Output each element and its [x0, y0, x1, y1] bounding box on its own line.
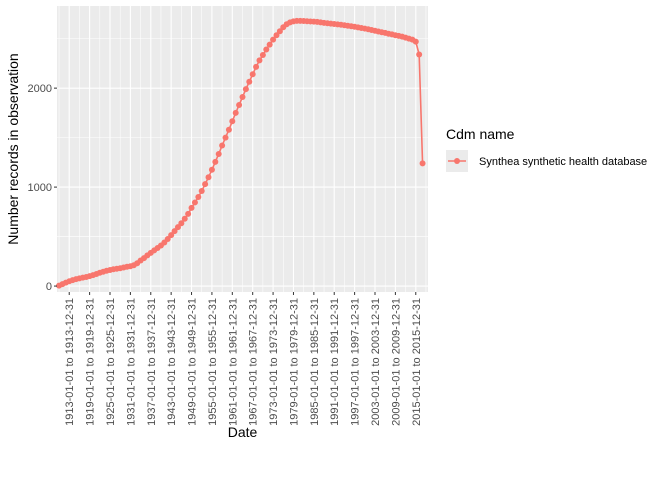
x-axis: 1913-01-01 to 1913-12-31 1919-01-01 to 19…	[64, 292, 423, 426]
data-point	[249, 71, 256, 78]
data-point	[205, 174, 212, 181]
data-point	[232, 109, 239, 116]
data-point	[242, 86, 249, 93]
data-point	[270, 36, 277, 43]
data-point	[178, 220, 185, 227]
x-tick-label: 1967-01-01 to 1967-12-31	[248, 298, 260, 426]
data-point	[222, 134, 229, 141]
y-axis-title: Number records in observation	[5, 53, 21, 244]
data-point	[273, 32, 280, 39]
x-tick-label: 1949-01-01 to 1949-12-31	[187, 298, 199, 426]
data-point	[259, 51, 266, 58]
data-point	[416, 51, 423, 58]
x-tick-label: 1997-01-01 to 1997-12-31	[350, 298, 362, 426]
data-point	[191, 199, 198, 206]
data-point	[185, 210, 192, 217]
x-tick-label: 1979-01-01 to 1979-12-31	[288, 298, 300, 426]
x-tick-label: 1925-01-01 to 1925-12-31	[105, 298, 117, 426]
y-tick-label: 2000	[28, 83, 52, 95]
data-point	[219, 142, 226, 149]
data-point	[276, 28, 283, 35]
data-point	[236, 101, 243, 108]
data-point	[229, 118, 236, 125]
x-tick-label: 1961-01-01 to 1961-12-31	[227, 298, 239, 426]
x-tick-label: 1943-01-01 to 1943-12-31	[166, 298, 178, 426]
data-point	[174, 224, 181, 231]
data-point	[256, 57, 263, 64]
data-point	[239, 94, 246, 101]
data-point	[198, 188, 205, 195]
data-point	[195, 193, 202, 200]
x-tick-label: 2003-01-01 to 2003-12-31	[370, 298, 382, 426]
data-point	[181, 215, 188, 222]
data-point	[168, 232, 175, 239]
x-tick-label: 1919-01-01 to 1919-12-31	[85, 298, 97, 426]
y-tick-label: 1000	[28, 182, 52, 194]
legend-key-point	[454, 158, 460, 164]
x-tick-label: 1991-01-01 to 1991-12-31	[329, 298, 341, 426]
major-gridlines	[57, 6, 428, 292]
minor-gridlines	[57, 6, 428, 292]
legend-title: Cdm name	[446, 126, 515, 142]
legend-entry-label: Synthea synthetic health database	[479, 156, 647, 168]
data-point	[188, 204, 195, 211]
data-point	[253, 63, 260, 70]
x-tick-label: 1937-01-01 to 1937-12-31	[146, 298, 158, 426]
x-tick-label: 1955-01-01 to 1955-12-31	[207, 298, 219, 426]
data-point	[208, 166, 215, 173]
data-point	[412, 38, 419, 45]
x-axis-title: Date	[228, 424, 258, 440]
data-point	[202, 181, 209, 188]
x-tick-label: 1985-01-01 to 1985-12-31	[309, 298, 321, 426]
data-point	[164, 236, 171, 243]
data-point	[263, 46, 270, 53]
series-layer	[56, 17, 426, 289]
x-tick-label: 1973-01-01 to 1973-12-31	[268, 298, 280, 426]
x-tick-label: 1913-01-01 to 1913-12-31	[64, 298, 76, 426]
legend: Cdm name Synthea synthetic health databa…	[446, 126, 647, 172]
data-point	[171, 228, 178, 235]
data-point	[215, 150, 222, 157]
x-tick-label: 2009-01-01 to 2009-12-31	[390, 298, 402, 426]
data-point	[212, 158, 219, 165]
data-point	[225, 126, 232, 133]
x-tick-label: 1931-01-01 to 1931-12-31	[125, 298, 137, 426]
y-tick-label: 0	[46, 281, 52, 293]
data-point	[266, 41, 273, 48]
y-axis: 0 1000 2000	[28, 83, 57, 293]
data-point	[246, 78, 253, 85]
data-point	[419, 160, 426, 167]
x-tick-label: 2015-01-01 to 2015-12-31	[411, 298, 423, 426]
